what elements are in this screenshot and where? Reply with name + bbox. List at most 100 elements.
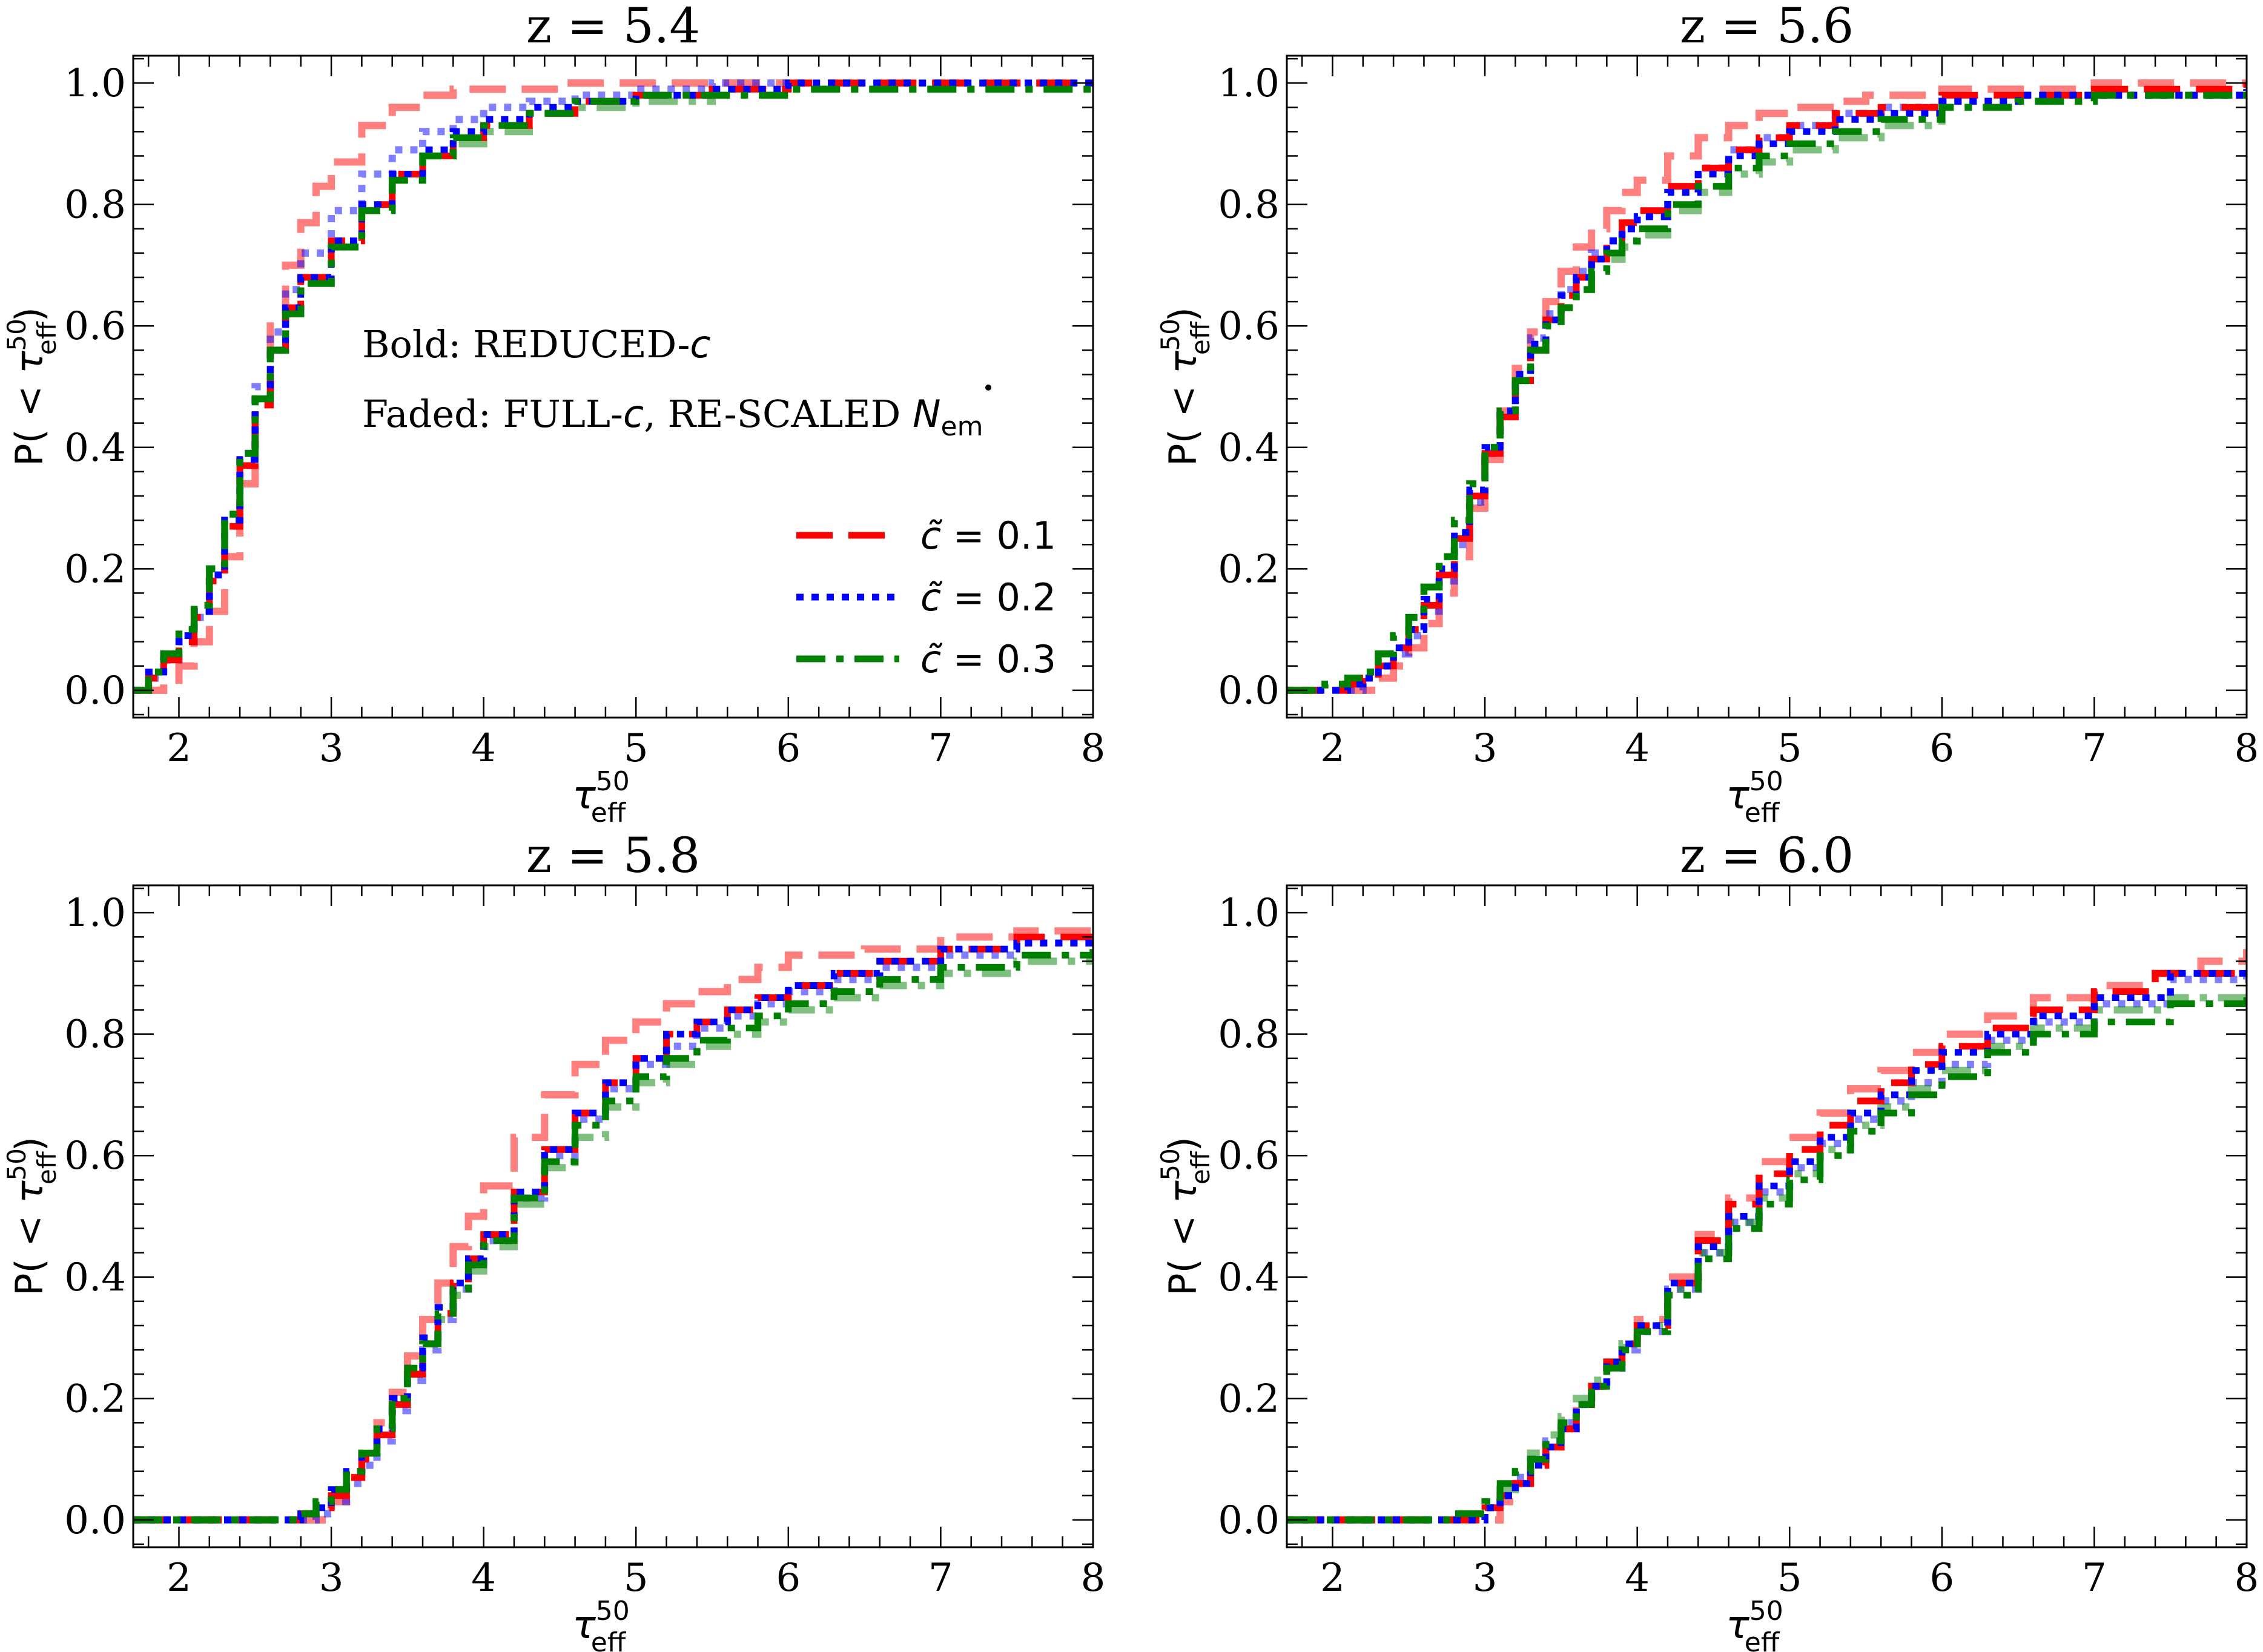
x-tick-label: 7 <box>2082 1556 2107 1601</box>
y-tick-label: 0.2 <box>64 1376 126 1421</box>
x-tick-label: 6 <box>1929 726 1954 771</box>
x-tick-label: 3 <box>1473 1556 1498 1601</box>
y-label-suffix: ) <box>1161 1137 1205 1151</box>
y-tick-label: 0.8 <box>1218 1013 1280 1057</box>
series-line-dashdot-bold <box>133 949 1093 1524</box>
annotation-italic: c <box>623 392 644 436</box>
series-line-dashed-bold <box>133 933 1093 1524</box>
y-tick-label: 0.6 <box>64 304 126 349</box>
x-label-symbol: τ <box>572 773 596 818</box>
x-tick-label: 3 <box>1473 726 1498 771</box>
panel-title: z = 5.4 <box>526 0 700 54</box>
x-tick-label: 4 <box>1625 1556 1650 1601</box>
x-label-sup: 50 <box>596 1596 630 1627</box>
x-label-sub: eff <box>591 798 627 828</box>
x-tick-label: 8 <box>2235 726 2259 771</box>
legend-value: = 0.2 <box>941 575 1056 620</box>
series-group <box>133 79 1093 694</box>
x-tick-label: 4 <box>471 1556 496 1601</box>
y-label-sub: eff <box>1186 1151 1215 1184</box>
y-label-suffix: ) <box>7 1137 51 1151</box>
axes-frame <box>132 884 1094 1548</box>
x-tick-label: 5 <box>624 726 649 771</box>
y-label-symbol: τ <box>1161 351 1205 374</box>
x-label-sub: eff <box>1745 1627 1780 1652</box>
x-tick-label: 7 <box>928 1556 953 1601</box>
panel-title: z = 5.6 <box>1680 0 1854 54</box>
series-line-dashdot-bold <box>133 83 1093 694</box>
series-group <box>133 925 1093 1524</box>
y-tick-label: 0.0 <box>1218 669 1280 713</box>
y-label-prefix: P( < <box>7 1203 51 1296</box>
x-tick-label: 5 <box>624 1556 649 1601</box>
axes-frame <box>1286 884 2248 1548</box>
axis-ticks <box>1287 56 2248 718</box>
series-line-dashed-faded <box>1287 79 2247 694</box>
y-axis-label: P( < τ50eff) <box>1155 1137 1215 1296</box>
x-tick-label: 8 <box>2235 1556 2259 1601</box>
legend: c̃ = 0.1c̃ = 0.2c̃ = 0.3 <box>796 514 1056 681</box>
y-tick-label: 1.0 <box>64 61 126 106</box>
x-tick-label: 3 <box>319 726 344 771</box>
series-line-dotted-faded <box>133 79 1093 694</box>
y-tick-label: 0.0 <box>64 1498 126 1543</box>
legend-symbol: c̃ <box>920 575 942 620</box>
y-tick-label: 0.6 <box>64 1134 126 1178</box>
y-tick-label: 0.6 <box>1218 1134 1280 1178</box>
series-group <box>1287 79 2247 694</box>
y-label-sup: 50 <box>2 1148 31 1180</box>
x-label-sup: 50 <box>596 766 630 797</box>
y-tick-label: 0.4 <box>1218 1255 1280 1300</box>
y-tick-label: 0.8 <box>64 183 126 228</box>
legend-value: = 0.3 <box>941 637 1056 681</box>
y-label-prefix: P( < <box>1161 1203 1205 1296</box>
panel-title: z = 6.0 <box>1680 827 1854 884</box>
legend-symbol: c̃ <box>920 637 942 681</box>
annotation-text: Bold: REDUCED- <box>362 322 690 366</box>
y-label-symbol: τ <box>7 1180 51 1203</box>
y-tick-label: 1.0 <box>64 891 126 936</box>
y-tick-label: 1.0 <box>1218 61 1280 106</box>
x-axis-label: τ50 eff <box>1726 766 1783 828</box>
y-tick-label: 0.4 <box>64 1255 126 1300</box>
y-tick-label: 0.6 <box>1218 304 1280 349</box>
y-tick-label: 1.0 <box>1218 891 1280 936</box>
y-label-symbol: τ <box>1161 1180 1205 1203</box>
x-label-symbol: τ <box>1726 1603 1749 1648</box>
y-label-sub: eff <box>1186 321 1215 355</box>
y-label-suffix: ) <box>1161 307 1205 322</box>
x-tick-label: 7 <box>2082 726 2107 771</box>
series-line-dotted-bold <box>1287 89 2247 694</box>
x-tick-label: 8 <box>1081 1556 1106 1601</box>
x-tick-label: 6 <box>776 1556 801 1601</box>
y-tick-label: 0.2 <box>1218 1376 1280 1421</box>
axes-frame <box>132 55 1094 719</box>
x-tick-label: 6 <box>1929 1556 1954 1601</box>
y-tick-label: 0.0 <box>64 669 126 713</box>
legend-label: c̃ = 0.1 <box>920 514 1056 558</box>
y-label-prefix: P( < <box>7 374 51 466</box>
annotation-dot-accent <box>985 385 991 391</box>
y-tick-label: 0.4 <box>64 426 126 471</box>
y-tick-label: 0.2 <box>1218 547 1280 592</box>
x-tick-label: 8 <box>1081 726 1106 771</box>
y-axis-label: P( < τ50eff) <box>1155 307 1215 466</box>
annotation-n-dot-symbol: N <box>913 392 940 436</box>
annotation-subscript: em <box>941 411 983 442</box>
y-tick-label: 0.8 <box>1218 183 1280 228</box>
legend-symbol: c̃ <box>920 514 942 558</box>
annotation-text: , RE-SCALED <box>644 392 913 436</box>
y-axis-label: P( < τ50eff) <box>2 307 62 466</box>
legend-label: c̃ = 0.3 <box>920 637 1056 681</box>
y-label-sup: 50 <box>1155 319 1185 351</box>
x-label-sub: eff <box>591 1627 627 1652</box>
x-tick-label: 2 <box>167 726 191 771</box>
series-group <box>1287 949 2247 1524</box>
y-label-sup: 50 <box>1155 1148 1185 1180</box>
